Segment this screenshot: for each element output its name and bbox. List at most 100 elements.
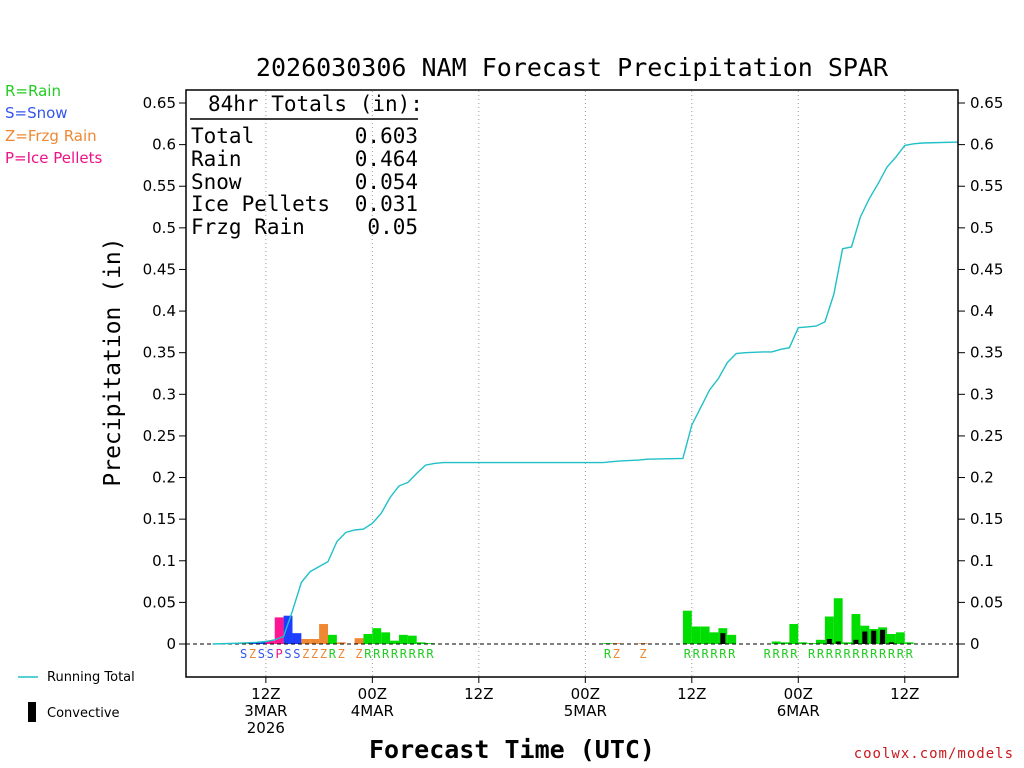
precip-type-letter: S xyxy=(240,647,247,661)
y-tick-label-right: 0.5 xyxy=(970,219,994,237)
chart-title: 2026030306 NAM Forecast Precipitation SP… xyxy=(256,53,889,82)
convective-bars xyxy=(720,629,894,644)
x-tick-label: 00Z xyxy=(571,685,600,703)
precip-type-letter: S xyxy=(267,647,274,661)
y-tick-label-right: 0.3 xyxy=(970,385,994,403)
x-axis-label: Forecast Time (UTC) xyxy=(369,735,655,764)
totals-label-frzg-rain: Frzg Rain xyxy=(191,215,305,239)
precip-type-letter: Z xyxy=(338,647,345,661)
vertical-gridlines xyxy=(265,91,906,676)
precip-bar xyxy=(700,626,710,644)
legend-frzg-rain-key: Z=Frzg Rain xyxy=(5,127,97,145)
legend-snow-key: S=Snow xyxy=(5,104,68,122)
precip-bar xyxy=(682,610,692,644)
y-axis-label: Precipitation (in) xyxy=(100,237,126,486)
y-tick-label-right: 0.2 xyxy=(970,469,994,487)
precip-bar xyxy=(780,642,790,644)
precip-bar xyxy=(425,643,435,644)
y-tick-label-left: 0.35 xyxy=(143,344,176,362)
precip-bar xyxy=(824,616,834,644)
totals-value-rain: 0.464 xyxy=(355,147,418,171)
precip-type-letter: R xyxy=(906,647,914,661)
precip-bars xyxy=(230,598,914,644)
site-credit-link[interactable]: coolwx.com/models xyxy=(853,746,1014,762)
convective-bar xyxy=(871,630,877,644)
precip-bar xyxy=(372,628,382,644)
precip-type-letter: R xyxy=(879,647,887,661)
x-tick-label: 6MAR xyxy=(777,702,820,720)
y-tick-label-left: 0.65 xyxy=(143,94,176,112)
y-tick-label-left: 0.55 xyxy=(143,177,176,195)
precip-bar xyxy=(709,632,719,644)
x-tick-label: 12Z xyxy=(251,685,280,703)
precip-bar xyxy=(319,624,328,644)
precip-bar xyxy=(336,642,346,644)
precip-bar xyxy=(327,634,337,644)
precip-type-letter: P xyxy=(276,647,283,661)
y-tick-label-left: 0.1 xyxy=(152,552,176,570)
y-tick-label-left: 0.25 xyxy=(143,427,176,445)
precip-type-letter: R xyxy=(382,647,390,661)
totals-label-snow: Snow xyxy=(191,170,242,194)
precip-type-letter: R xyxy=(684,647,692,661)
precip-type-letter: R xyxy=(897,647,905,661)
precip-bar xyxy=(833,598,843,644)
totals-value-frzg-rain: 0.05 xyxy=(367,215,418,239)
convective-bar xyxy=(853,639,859,644)
precip-bar xyxy=(256,641,266,644)
precip-type-letter: R xyxy=(870,647,878,661)
y-tick-label-left: 0.15 xyxy=(143,510,176,528)
precip-type-letter: R xyxy=(693,647,701,661)
precip-type-letter: R xyxy=(710,647,718,661)
convective-bar xyxy=(862,631,868,644)
precip-type-letter: R xyxy=(843,647,851,661)
totals-label-rain: Rain xyxy=(191,147,242,171)
precip-type-letter: R xyxy=(701,647,709,661)
running-total-legend-label: Running Total xyxy=(47,670,135,685)
convective-bar xyxy=(880,629,886,644)
y-tick-label-left: 0.4 xyxy=(152,302,176,320)
y-tick-label-left: 0.05 xyxy=(143,593,176,611)
precip-type-letter: R xyxy=(400,647,408,661)
y-tick-label-left: 0.5 xyxy=(152,219,176,237)
plot-frame xyxy=(185,89,959,678)
x-tick-label: 12Z xyxy=(464,685,493,703)
precip-bar xyxy=(842,642,852,644)
y-tick-label-right: 0.6 xyxy=(970,136,994,154)
precip-type-letter: R xyxy=(852,647,860,661)
precip-type-letter: Z xyxy=(613,647,620,661)
y-tick-label-right: 0.45 xyxy=(970,260,1003,278)
precip-type-letter: R xyxy=(764,647,772,661)
precip-bar xyxy=(789,624,799,644)
precip-type-letter: R xyxy=(888,647,896,661)
x-tick-label: 00Z xyxy=(358,685,387,703)
precip-bar xyxy=(851,614,861,644)
precip-bar xyxy=(398,634,408,644)
precip-bar xyxy=(363,634,373,644)
x-tick-label: 12Z xyxy=(890,685,919,703)
precip-type-letter: S xyxy=(258,647,265,661)
precip-type-letter: S xyxy=(284,647,291,661)
x-tick-label: 3MAR xyxy=(244,702,287,720)
precip-bar xyxy=(895,632,905,644)
totals-label-ice-pellets: Ice Pellets xyxy=(191,192,330,216)
precip-type-letter: R xyxy=(373,647,381,661)
y-tick-label-right: 0 xyxy=(970,635,980,653)
running-total-line xyxy=(212,141,959,645)
totals-heading: 84hr Totals (in): xyxy=(208,92,423,116)
convective-bar xyxy=(826,639,832,644)
precip-type-letter: Z xyxy=(249,647,256,661)
y-tick-label-left: 0.6 xyxy=(152,136,176,154)
precip-bar xyxy=(771,641,781,644)
y-axis-right: 0 0.05 0.1 0.15 0.2 0.25 0.3 0.35 0.4 0.45 0.5 0.55… xyxy=(958,94,1003,653)
convective-legend-label: Convective xyxy=(47,706,120,721)
precip-type-letter: R xyxy=(364,647,372,661)
precip-type-letter: Z xyxy=(302,647,309,661)
precip-bar xyxy=(354,638,364,644)
y-axis-left: 0 0.05 0.1 0.15 0.2 0.25 0.3 0.35 0.4 0.45 0.5 0.55… xyxy=(143,94,186,653)
precip-bar xyxy=(727,634,737,644)
legend-rain-key: R=Rain xyxy=(5,82,61,100)
y-tick-label-left: 0 xyxy=(166,635,176,653)
